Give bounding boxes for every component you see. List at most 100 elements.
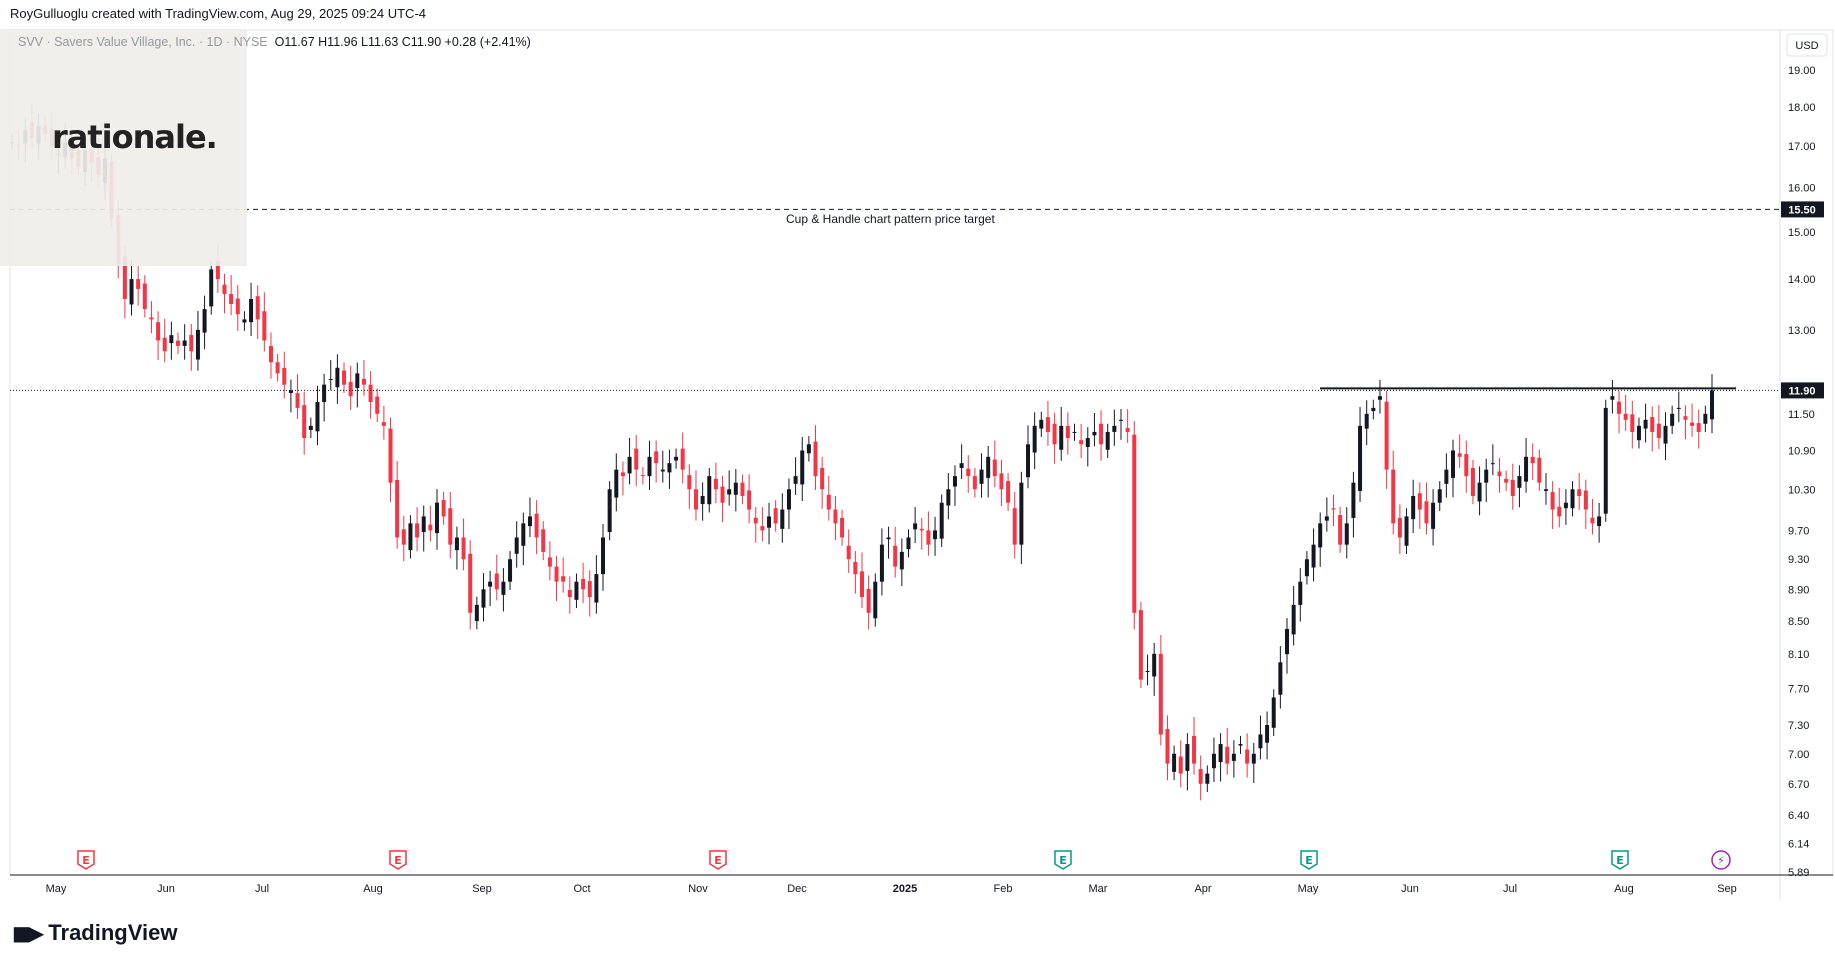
candle-body: [355, 373, 360, 389]
candle-body: [660, 469, 665, 472]
candle-body: [428, 524, 433, 531]
candle-body: [401, 529, 406, 545]
candle-body: [461, 537, 466, 560]
candle-body: [1291, 604, 1296, 635]
candle-body: [1444, 469, 1449, 484]
candle-body: [640, 475, 645, 477]
candle-body: [767, 516, 772, 528]
tradingview-mark-icon: ■▶: [12, 921, 44, 945]
candle-body: [275, 362, 280, 374]
candle-body: [1019, 482, 1024, 545]
candle-body: [581, 578, 586, 590]
candle-body: [913, 523, 918, 530]
candle-body: [786, 489, 791, 510]
candle-body: [1165, 729, 1170, 764]
candle-body: [129, 279, 134, 305]
candle-body: [222, 284, 227, 294]
candle-body: [860, 571, 864, 598]
candle-body: [1205, 773, 1210, 784]
candle-body: [1211, 753, 1216, 769]
candle-body: [727, 489, 732, 495]
candle-body: [700, 495, 705, 505]
candle-body: [1424, 501, 1429, 524]
candle-body: [554, 566, 559, 582]
y-tick-label: 6.14: [1788, 839, 1809, 851]
earnings-event-icon: [1054, 850, 1072, 870]
x-tick-label: Feb: [994, 883, 1013, 895]
candle-body: [328, 378, 333, 380]
candle-body: [813, 441, 818, 477]
candle-body: [707, 476, 712, 505]
event-marker-label: ⚡: [1717, 854, 1725, 867]
tradingview-logo[interactable]: ■▶ TradingView: [12, 920, 177, 946]
y-tick-label: 5.89: [1788, 867, 1809, 879]
overlay-logo: rationale.: [52, 118, 218, 156]
earnings-event-icon: [709, 850, 727, 870]
candle-body: [806, 444, 811, 454]
candle-body: [176, 340, 181, 346]
candle-body: [926, 530, 931, 545]
candle-body: [1198, 769, 1203, 784]
event-marker-label: E: [394, 854, 402, 867]
candle-body: [195, 329, 200, 360]
candle-body: [1457, 453, 1462, 457]
candle-body: [415, 523, 420, 538]
candle-body: [1656, 423, 1661, 439]
candle-body: [1650, 417, 1655, 432]
candle-body: [713, 478, 718, 490]
y-tick-label: 16.00: [1788, 183, 1816, 195]
x-tick-label: May: [1298, 883, 1319, 895]
candle-body: [142, 283, 147, 310]
candle-body: [1065, 425, 1070, 439]
price-target-value: 15.50: [1788, 204, 1816, 216]
candle-body: [853, 561, 858, 575]
candle-body: [833, 509, 838, 524]
candle-body: [1610, 396, 1615, 400]
candle-body: [1138, 610, 1143, 680]
candle-body: [760, 526, 765, 531]
candle-body: [1311, 544, 1316, 568]
candle-body: [992, 459, 997, 477]
candle-body: [952, 476, 957, 487]
earnings-event-icon: [389, 850, 407, 870]
candle-body: [1072, 431, 1077, 433]
candle-body: [740, 482, 745, 496]
x-tick-label: Aug: [363, 883, 383, 895]
candle-body: [508, 559, 513, 582]
candle-body: [1026, 444, 1031, 478]
candle-body: [235, 298, 240, 315]
y-tick-label: 15.00: [1788, 227, 1816, 239]
candle-body: [1670, 413, 1675, 426]
y-tick-label: 18.00: [1788, 102, 1816, 114]
candle-body: [1470, 467, 1475, 496]
candle-body: [793, 476, 798, 484]
candle-body: [634, 448, 639, 470]
y-tick-label: 17.00: [1788, 141, 1816, 153]
price-target-tag: [1781, 201, 1824, 218]
candle-body: [435, 502, 439, 534]
y-tick-label: 11.50: [1788, 409, 1815, 421]
candle-body: [1530, 456, 1535, 464]
y-tick-label: 10.30: [1788, 484, 1816, 496]
candle-body: [1145, 670, 1150, 672]
candle-body: [342, 370, 347, 385]
symbol-legend[interactable]: SVV · Savers Value Village, Inc. · 1D · …: [18, 35, 531, 49]
candle-body: [800, 450, 805, 485]
candle-body: [780, 509, 785, 529]
candle-body: [1112, 425, 1117, 432]
candle-body: [1510, 479, 1515, 496]
candle-body: [1185, 744, 1190, 771]
x-tick-label: Jun: [157, 883, 175, 895]
candle-body: [1397, 517, 1402, 538]
x-tick-label: Dec: [787, 883, 807, 895]
attribution-text: RoyGulluoglu created with TradingView.co…: [10, 6, 426, 21]
candle-body: [361, 378, 366, 385]
event-marker-label: E: [1059, 854, 1067, 867]
candle-body: [1039, 419, 1044, 429]
candle-body: [209, 269, 214, 307]
candle-body: [262, 311, 267, 341]
candle-body: [972, 476, 977, 490]
candle-body: [627, 456, 632, 474]
candle-body: [1703, 413, 1708, 424]
